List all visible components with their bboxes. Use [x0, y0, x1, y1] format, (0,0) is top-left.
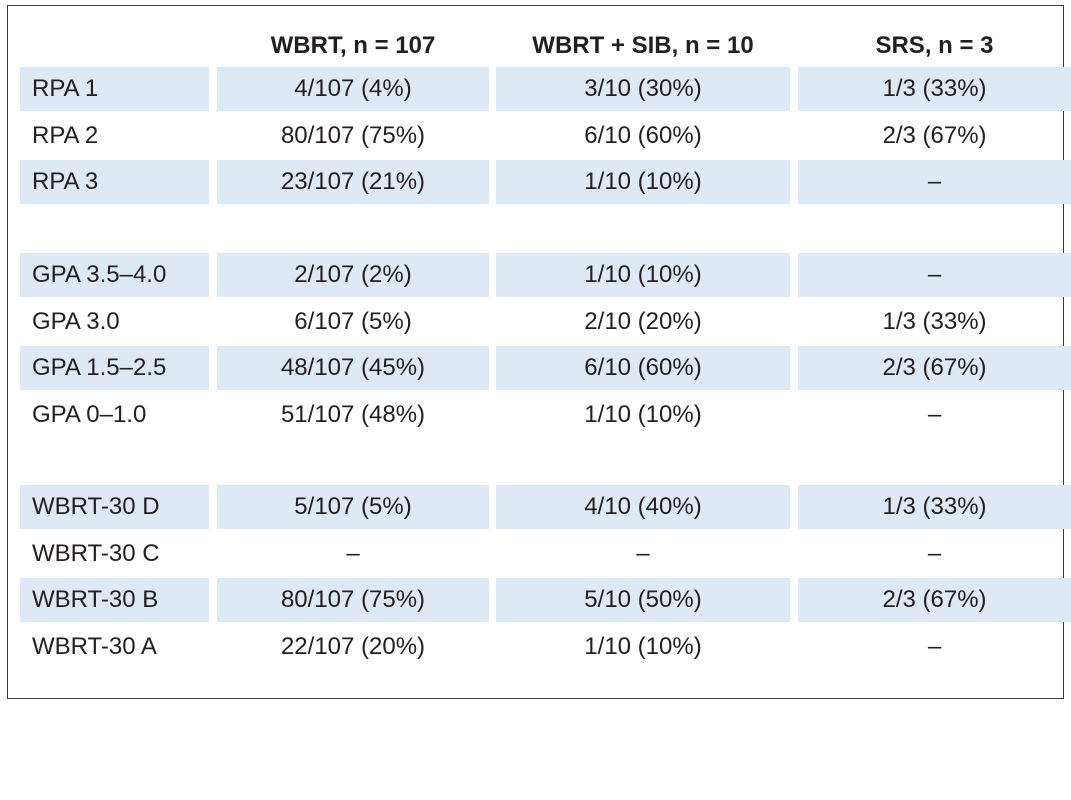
- cell-wbrt: 2/107 (2%): [217, 253, 489, 297]
- cell-srs: 2/3 (67%): [798, 578, 1071, 622]
- cell-wbrt-sib: 6/10 (60%): [584, 122, 702, 149]
- row-label: GPA 1.5–2.5: [20, 346, 209, 390]
- cell-wbrt-sib: 3/10 (30%): [496, 67, 790, 111]
- row-label: RPA 1: [20, 67, 209, 111]
- cell-srs: 1/3 (33%): [882, 308, 987, 335]
- cell-wbrt: 51/107 (48%): [280, 401, 426, 428]
- cell-wbrt: 6/107 (5%): [294, 308, 412, 335]
- cell-wbrt: 23/107 (21%): [217, 160, 489, 204]
- row-label: WBRT-30 A: [32, 633, 157, 660]
- cell-srs: –: [798, 253, 1071, 297]
- cell-wbrt-sib: 1/10 (10%): [496, 253, 790, 297]
- row-label: GPA 3.5–4.0: [20, 253, 209, 297]
- cell-srs: 1/3 (33%): [798, 67, 1071, 111]
- header-cell-srs: SRS, n = 3: [875, 32, 994, 59]
- row-label: RPA 3: [20, 160, 209, 204]
- cell-srs: –: [798, 160, 1071, 204]
- cell-srs: –: [927, 540, 942, 567]
- cell-srs: 2/3 (67%): [882, 122, 987, 149]
- cell-wbrt: 4/107 (4%): [217, 67, 489, 111]
- cell-srs: –: [927, 633, 942, 660]
- row-label: WBRT-30 C: [32, 540, 160, 567]
- row-label: WBRT-30 D: [20, 485, 209, 529]
- row-label: WBRT-30 B: [20, 578, 209, 622]
- header-cell-empty: [20, 24, 209, 68]
- cell-wbrt: 80/107 (75%): [217, 578, 489, 622]
- cell-srs: 1/3 (33%): [798, 485, 1071, 529]
- cell-wbrt: 48/107 (45%): [217, 346, 489, 390]
- header-cell-wbrt-sib: WBRT + SIB, n = 10: [532, 32, 754, 59]
- cell-srs: –: [927, 401, 942, 428]
- cell-wbrt-sib: 2/10 (20%): [584, 308, 702, 335]
- cell-wbrt: –: [346, 540, 360, 567]
- cell-srs: 2/3 (67%): [798, 346, 1071, 390]
- cell-wbrt-sib: 5/10 (50%): [496, 578, 790, 622]
- cell-wbrt-sib: 6/10 (60%): [496, 346, 790, 390]
- cell-wbrt-sib: –: [636, 540, 650, 567]
- table-frame: WBRT, n = 107 WBRT + SIB, n = 10 SRS, n …: [7, 5, 1071, 699]
- cell-wbrt-sib: 1/10 (10%): [584, 401, 702, 428]
- header-cell-wbrt: WBRT, n = 107: [270, 32, 436, 59]
- row-label: GPA 0–1.0: [32, 401, 147, 428]
- cell-wbrt: 80/107 (75%): [280, 122, 426, 149]
- cell-wbrt-sib: 1/10 (10%): [496, 160, 790, 204]
- cell-wbrt: 22/107 (20%): [280, 633, 426, 660]
- row-label: RPA 2: [32, 122, 99, 149]
- row-label: GPA 3.0: [32, 308, 120, 335]
- cell-wbrt-sib: 4/10 (40%): [496, 485, 790, 529]
- cell-wbrt-sib: 1/10 (10%): [584, 633, 702, 660]
- cell-wbrt: 5/107 (5%): [217, 485, 489, 529]
